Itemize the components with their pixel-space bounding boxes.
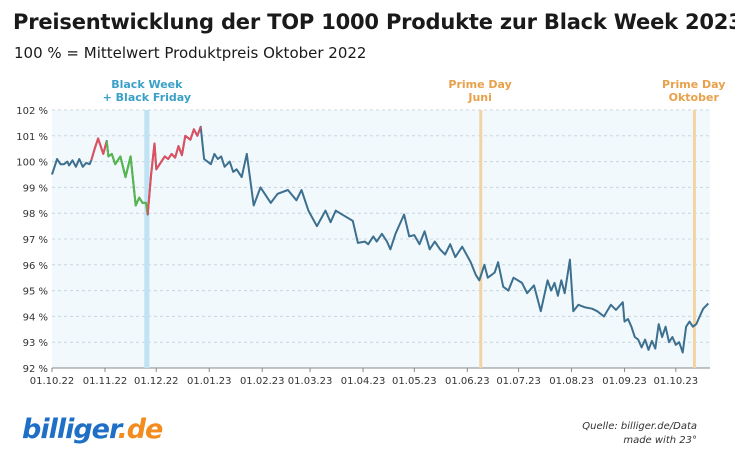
- y-tick-label: 92 %: [23, 364, 48, 375]
- highlight-label: Prime Day: [448, 78, 511, 91]
- highlight-label: Oktober: [669, 91, 720, 104]
- highlight-band: [692, 110, 696, 368]
- x-tick-label: 01.10.22: [30, 376, 75, 387]
- y-tick-label: 93 %: [23, 338, 48, 349]
- source-text: Quelle: billiger.de/Data: [582, 421, 697, 432]
- x-tick-label: 01.10.23: [654, 376, 699, 387]
- y-tick-label: 96 %: [23, 261, 48, 272]
- y-tick-label: 97 %: [23, 235, 48, 246]
- x-tick-label: 01.01.23: [187, 376, 232, 387]
- x-tick-label: 01.11.22: [83, 376, 128, 387]
- series-segment: [146, 126, 202, 215]
- y-tick-label: 94 %: [23, 312, 48, 323]
- series-segment: [90, 137, 108, 161]
- highlight-label: + Black Friday: [103, 91, 191, 104]
- highlight-label: Juni: [467, 91, 492, 104]
- x-tick-label: 01.03.23: [288, 376, 333, 387]
- highlight-label: Prime Day: [662, 78, 725, 91]
- x-tick-label: 01.02.23: [240, 376, 285, 387]
- y-tick-label: 102 %: [16, 106, 48, 117]
- source-note: Quelle: billiger.de/Data made with 23°: [582, 420, 697, 448]
- made-with-text: made with 23°: [623, 435, 697, 446]
- chart-subtitle: 100 % = Mittelwert Produktpreis Oktober …: [14, 44, 367, 62]
- highlight-label: Black Week: [111, 78, 183, 91]
- x-tick-label: 01.09.23: [602, 376, 647, 387]
- logo-tld-text: .de: [117, 414, 163, 445]
- billiger-logo[interactable]: billiger.de: [22, 414, 163, 445]
- x-tick-label: 01.12.22: [134, 376, 179, 387]
- x-tick-label: 01.05.23: [392, 376, 437, 387]
- y-tick-label: 101 %: [16, 132, 48, 143]
- x-tick-label: 01.07.23: [496, 376, 541, 387]
- highlight-band: [144, 110, 150, 368]
- x-tick-label: 01.04.23: [341, 376, 386, 387]
- y-tick-label: 99 %: [23, 183, 48, 194]
- y-tick-label: 100 %: [16, 158, 48, 169]
- x-tick-label: 01.06.23: [445, 376, 490, 387]
- highlight-band: [479, 110, 483, 368]
- series-segment: [105, 140, 149, 215]
- logo-main-text: billiger: [22, 414, 118, 445]
- y-tick-label: 95 %: [23, 287, 48, 298]
- chart-title: Preisentwicklung der TOP 1000 Produkte z…: [13, 10, 735, 34]
- y-tick-label: 98 %: [23, 209, 48, 220]
- x-tick-label: 01.08.23: [549, 376, 594, 387]
